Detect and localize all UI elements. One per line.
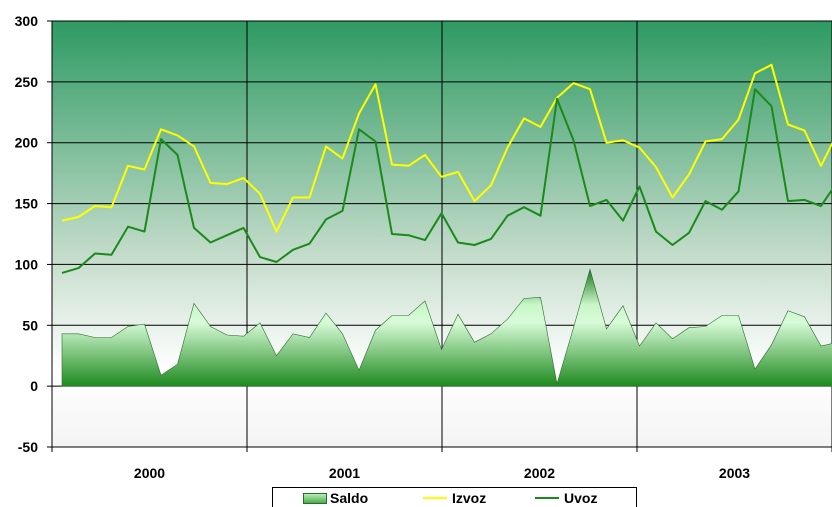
series-line-uvoz xyxy=(61,88,832,274)
series-marks xyxy=(61,63,832,387)
y-tick-label: 150 xyxy=(15,196,39,212)
y-tick-label: 250 xyxy=(15,74,39,90)
y-tick-label: 50 xyxy=(22,317,38,333)
x-tick-label: 2001 xyxy=(329,465,360,481)
legend-item-izvoz: Izvoz xyxy=(423,490,486,506)
y-tick-label: 300 xyxy=(15,13,39,29)
series-line-izvoz xyxy=(61,63,832,233)
legend-swatch-saldo xyxy=(303,492,327,504)
x-tick-label: 2000 xyxy=(134,465,165,481)
legend-item-saldo: Saldo xyxy=(303,490,368,506)
legend-label-uvoz: Uvoz xyxy=(564,490,598,506)
y-tick-label: -50 xyxy=(18,439,38,455)
y-axis-ticks: 300 250 200 150 100 50 0 -50 xyxy=(15,13,39,455)
legend: Saldo Izvoz Uvoz xyxy=(272,487,637,507)
legend-item-uvoz: Uvoz xyxy=(535,490,597,506)
legend-swatch-izvoz xyxy=(423,497,447,499)
legend-label-izvoz: Izvoz xyxy=(452,490,487,506)
legend-label-saldo: Saldo xyxy=(330,490,369,506)
series-area-saldo xyxy=(61,268,832,387)
y-tick-label: 0 xyxy=(30,378,38,394)
x-tick-label: 2002 xyxy=(524,465,555,481)
y-tick-label: 100 xyxy=(15,256,39,272)
x-tick-label: 2003 xyxy=(719,465,750,481)
x-axis-ticks: 2000 2001 2002 2003 xyxy=(134,465,750,481)
y-tick-label: 200 xyxy=(15,135,39,151)
legend-swatch-uvoz xyxy=(535,497,559,499)
